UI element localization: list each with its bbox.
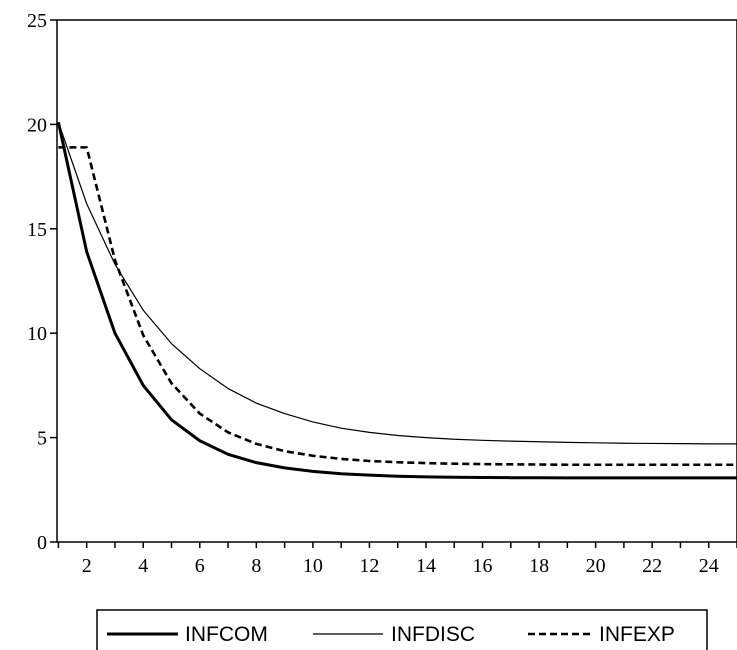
x-tick-label: 14 (416, 555, 436, 577)
y-tick-label: 10 (27, 323, 47, 345)
x-tick-label: 8 (251, 555, 261, 577)
series-line-infdisc (57, 122, 737, 445)
x-tick-label: 20 (586, 555, 606, 577)
series-lines (56, 121, 737, 480)
plot-frame (56, 19, 737, 543)
y-tick-label: 5 (37, 428, 47, 450)
y-axis: 0 5 10 15 20 25 (27, 10, 57, 554)
x-tick-label: 24 (699, 555, 719, 577)
x-tick-label: 12 (359, 555, 379, 577)
x-tick-label: 2 (82, 555, 92, 577)
y-tick-label: 25 (27, 10, 47, 32)
y-tick-label: 20 (27, 114, 47, 136)
legend-label-infdisc: INFDISC (391, 623, 475, 646)
legend-label-infexp: INFEXP (599, 623, 675, 646)
legend-label-infcom: INFCOM (185, 623, 268, 646)
y-tick-label: 0 (37, 532, 47, 554)
series-line-infcom (56, 121, 737, 480)
legend-frame (96, 609, 708, 650)
x-tick-label: 22 (642, 555, 662, 577)
legend: INFCOM INFDISC INFEXP (96, 609, 708, 650)
x-tick-label: 16 (473, 555, 493, 577)
x-tick-label: 10 (303, 555, 323, 577)
x-tick-label: 6 (195, 555, 205, 577)
series-line-infexp (58, 146, 737, 467)
x-axis: 2 4 6 8 10 12 14 16 18 20 22 24 (57, 542, 737, 577)
y-tick-label: 15 (27, 219, 47, 241)
x-tick-label: 18 (529, 555, 549, 577)
x-tick-label: 4 (138, 555, 148, 577)
